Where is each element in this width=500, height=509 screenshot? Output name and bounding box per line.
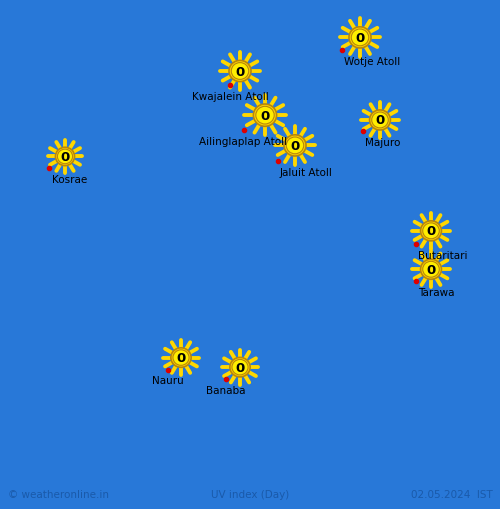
Text: Ailinglaplap Atoll: Ailinglaplap Atoll xyxy=(200,136,288,147)
Text: © weatheronline.in: © weatheronline.in xyxy=(8,489,108,499)
Text: 0: 0 xyxy=(260,109,270,123)
Text: 02.05.2024  IST: 02.05.2024 IST xyxy=(411,489,492,499)
Text: 0: 0 xyxy=(356,32,364,45)
Circle shape xyxy=(420,260,442,280)
Circle shape xyxy=(56,148,74,166)
Circle shape xyxy=(422,223,440,239)
Circle shape xyxy=(232,64,248,80)
Text: 0: 0 xyxy=(236,65,244,78)
Circle shape xyxy=(173,350,189,365)
Text: Jaluit Atoll: Jaluit Atoll xyxy=(280,167,333,177)
Circle shape xyxy=(229,61,251,82)
Circle shape xyxy=(284,135,306,157)
Text: 0: 0 xyxy=(426,225,436,238)
Text: Tarawa: Tarawa xyxy=(418,288,455,297)
Text: UV index (Day): UV index (Day) xyxy=(211,489,289,499)
Text: 0: 0 xyxy=(426,263,436,276)
Text: Majuro: Majuro xyxy=(366,138,401,148)
Circle shape xyxy=(372,113,388,129)
Circle shape xyxy=(171,348,191,367)
Circle shape xyxy=(58,150,72,164)
Text: 0: 0 xyxy=(290,139,300,153)
Text: Butaritari: Butaritari xyxy=(418,250,468,260)
Circle shape xyxy=(422,262,440,277)
Circle shape xyxy=(256,107,274,125)
Text: Kosrae: Kosrae xyxy=(52,175,87,184)
Text: Kwajalein Atoll: Kwajalein Atoll xyxy=(192,92,268,102)
Circle shape xyxy=(232,360,248,375)
Circle shape xyxy=(349,28,371,49)
Text: 0: 0 xyxy=(236,361,244,374)
Circle shape xyxy=(352,30,368,47)
Text: Nauru: Nauru xyxy=(152,376,184,386)
Circle shape xyxy=(370,111,390,131)
Text: Banaba: Banaba xyxy=(206,385,246,395)
Circle shape xyxy=(420,221,442,241)
Circle shape xyxy=(254,105,276,127)
Circle shape xyxy=(230,358,250,377)
Text: 0: 0 xyxy=(60,151,70,163)
Circle shape xyxy=(286,138,304,155)
Text: 0: 0 xyxy=(176,351,186,364)
Text: 0: 0 xyxy=(376,114,384,127)
Text: Wotje Atoll: Wotje Atoll xyxy=(344,57,400,67)
